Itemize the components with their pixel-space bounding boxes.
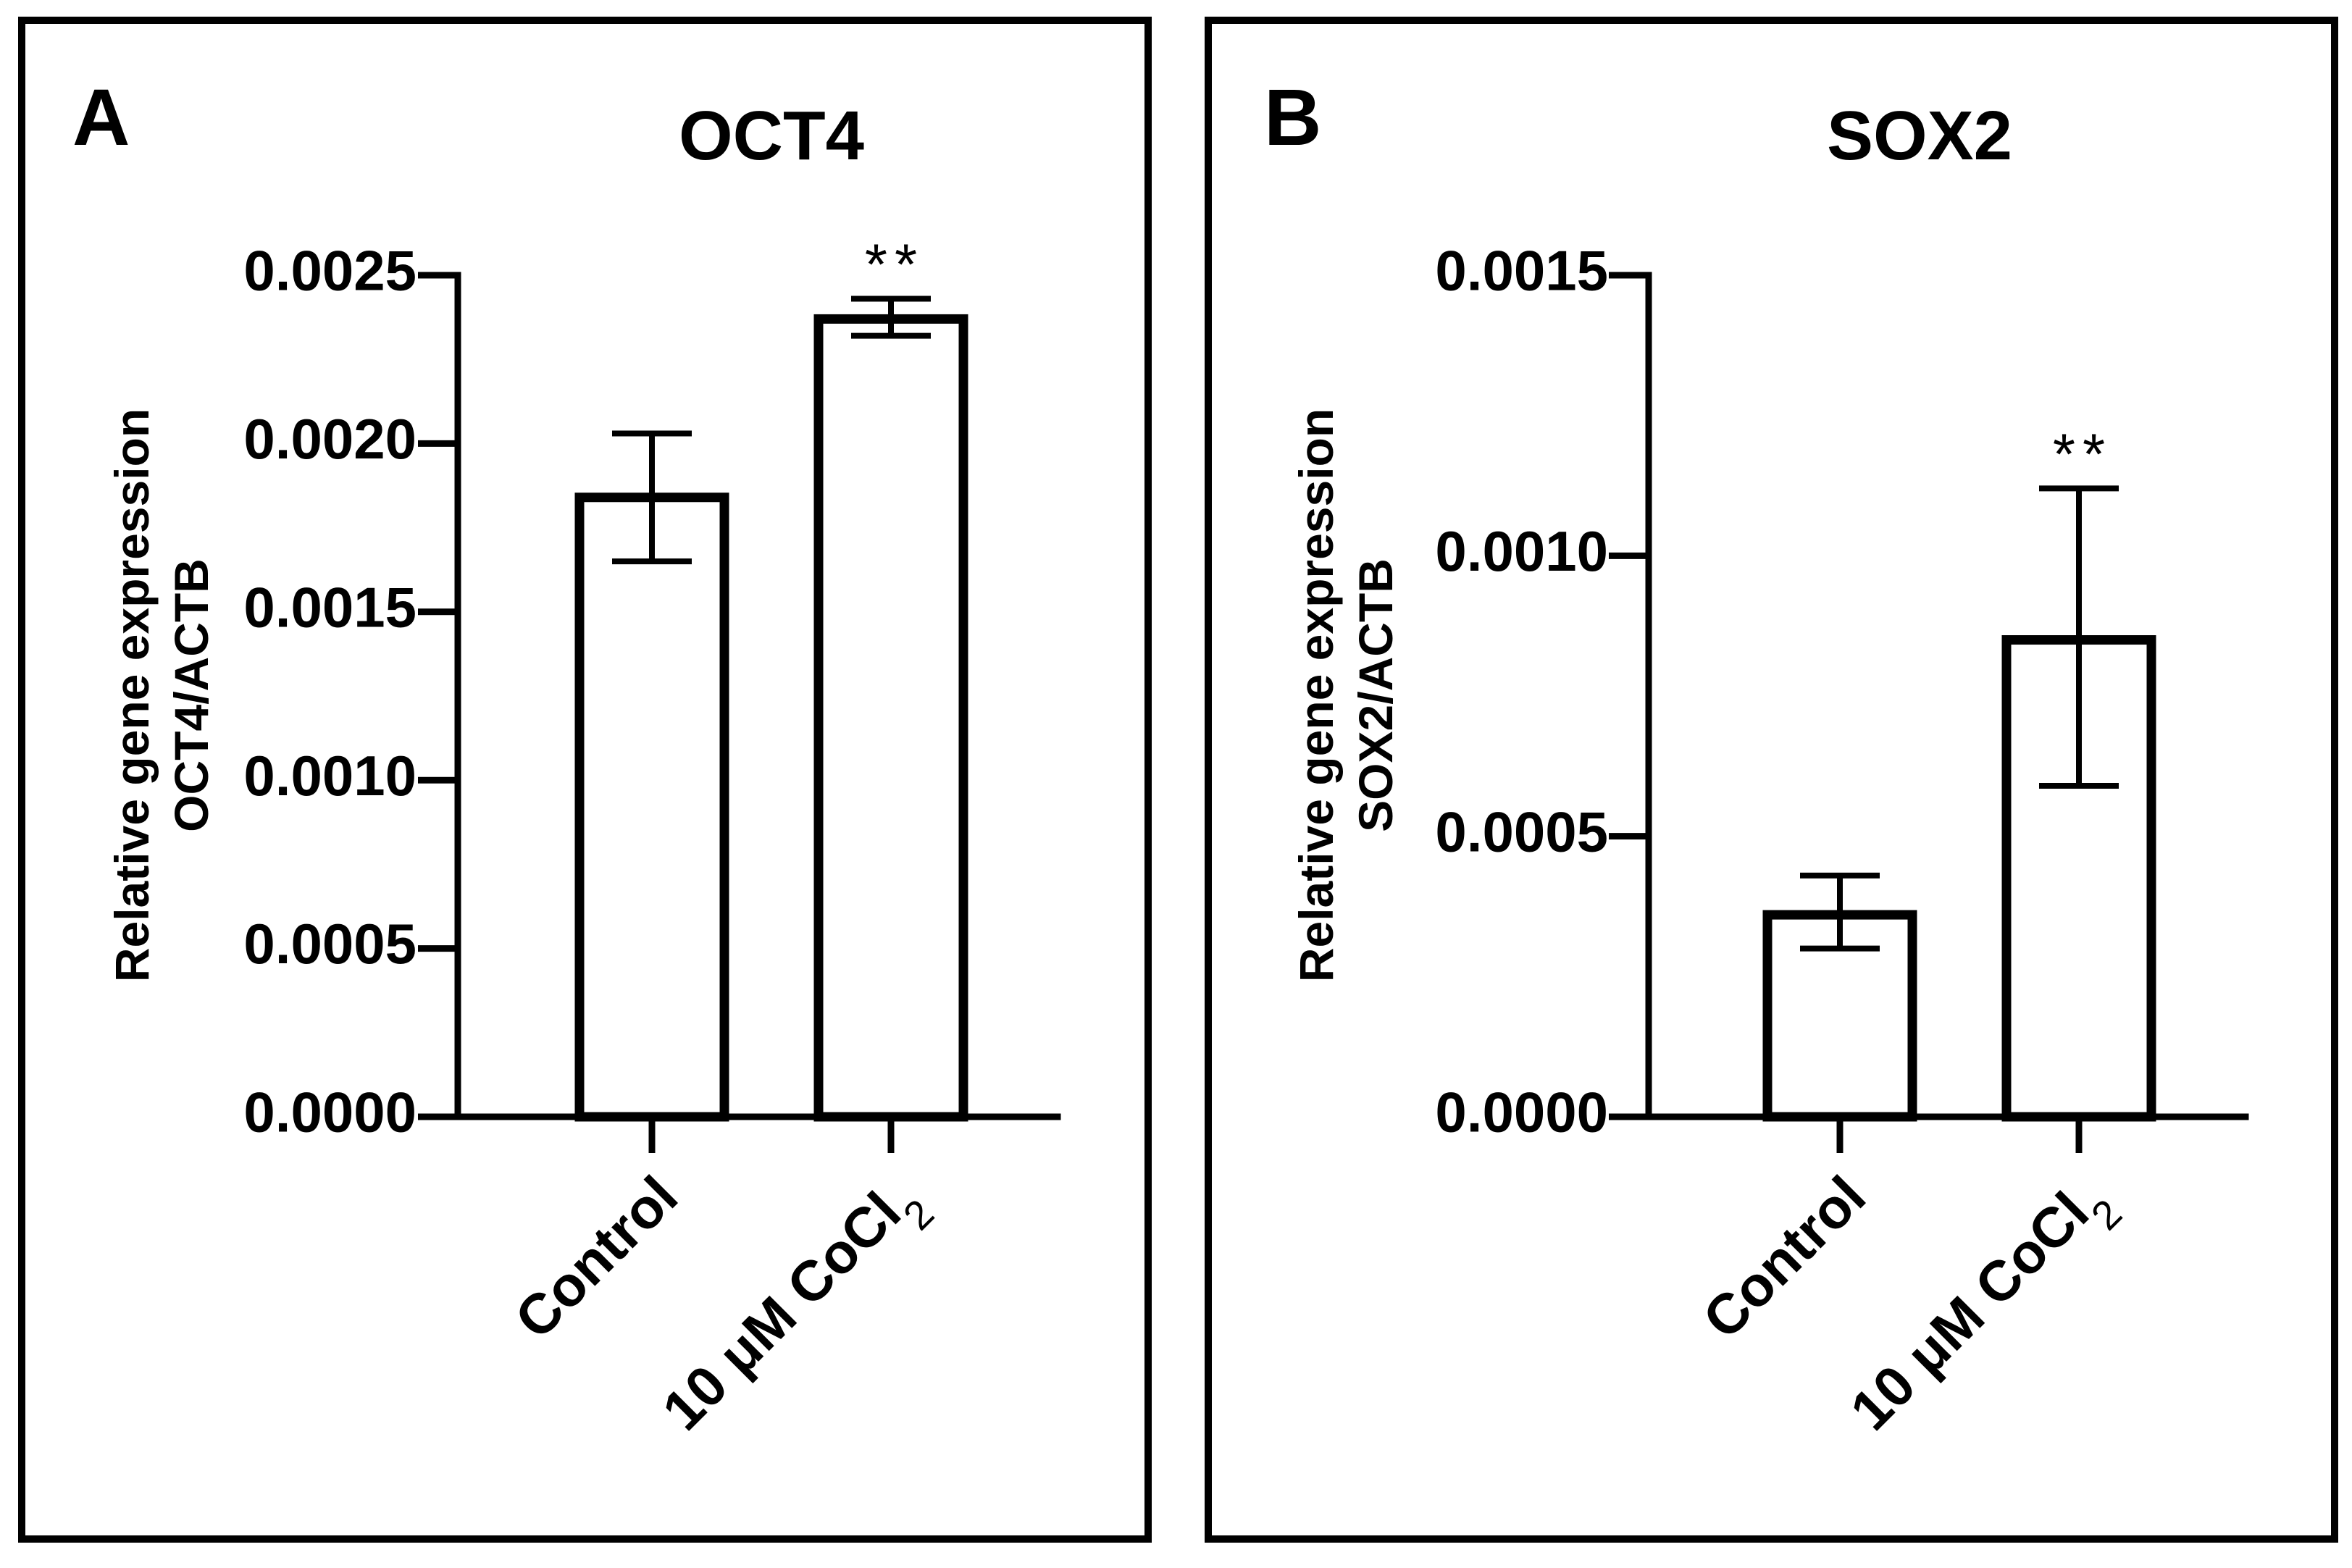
bar-0	[574, 492, 729, 1122]
y-tick-label: 0.0025	[243, 239, 417, 303]
y-axis-label-line1: Relative gene expression	[1289, 408, 1343, 982]
x-category-label: Control	[503, 1164, 690, 1351]
x-category-subscript: 2	[894, 1190, 942, 1238]
y-tick-label: 0.0010	[243, 744, 417, 808]
panel-frame	[1205, 17, 2338, 1543]
panel-a-oct4: A OCT4 Relative gene expression OCT4/ACT…	[18, 17, 1152, 1543]
x-category-subscript: 2	[2082, 1190, 2130, 1238]
y-axis-label-line1: Relative gene expression	[105, 408, 159, 982]
panel-label: B	[1264, 73, 1321, 162]
y-tick-label: 0.0005	[1435, 800, 1608, 863]
bar-1	[813, 314, 968, 1122]
x-category-label: Control	[1691, 1164, 1878, 1351]
plot-area: 0.0000 0.0005 0.0010 0.0015 0.0020 0.0025 Cont…	[243, 232, 1061, 1456]
chart-title: OCT4	[679, 97, 864, 175]
chart-title: SOX2	[1827, 97, 2012, 175]
y-axis-label: Relative gene expression OCT4/ACTB	[105, 408, 218, 982]
y-tick-label: 0.0005	[243, 912, 417, 976]
y-tick-label: 0.0000	[1435, 1081, 1608, 1144]
panel-b-sox2: B SOX2 Relative gene expression SOX2/ACT…	[1205, 17, 2338, 1543]
plot-area: 0.0000 0.0005 0.0010 0.0015 Control ** 10 μM C…	[1435, 239, 2249, 1456]
significance-marker: **	[865, 232, 924, 297]
x-category-label: 10 μM CoCl2	[650, 1164, 942, 1456]
y-tick-label: 0.0010	[1435, 519, 1608, 583]
y-tick-label: 0.0020	[243, 407, 417, 471]
y-tick-label: 0.0015	[1435, 239, 1608, 303]
y-axis-label-line2: OCT4/ACTB	[164, 558, 218, 832]
panel-frame	[18, 17, 1152, 1543]
y-axis-label-line2: SOX2/ACTB	[1349, 558, 1402, 832]
x-category-label: 10 μM CoCl2	[1838, 1164, 2130, 1456]
panel-label: A	[72, 73, 130, 162]
y-tick-label: 0.0015	[243, 575, 417, 639]
y-tick-label: 0.0000	[243, 1081, 417, 1144]
significance-marker: **	[2053, 422, 2112, 486]
y-axis-label: Relative gene expression SOX2/ACTB	[1289, 408, 1402, 982]
